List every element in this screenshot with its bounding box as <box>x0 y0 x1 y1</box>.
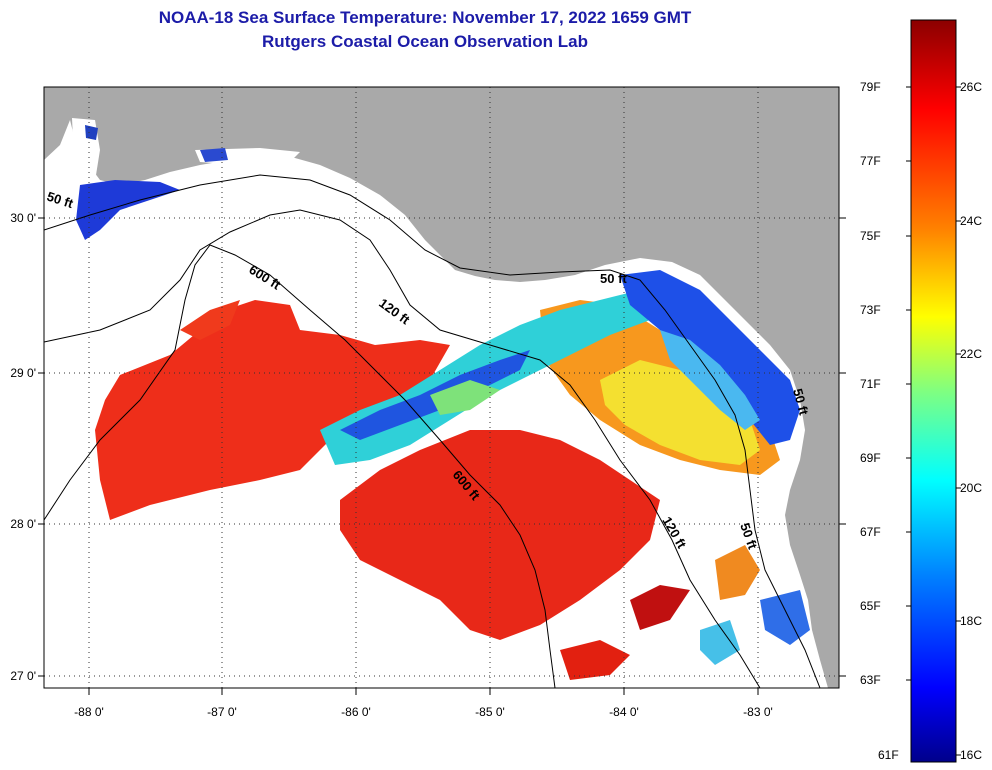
colorbar-f-label: 65F <box>860 599 881 613</box>
lon-label: -86 0' <box>341 705 371 719</box>
colorbar-f-label: 63F <box>860 673 881 687</box>
sst-warm-central <box>340 430 660 640</box>
colorbar-f-label: 69F <box>860 451 881 465</box>
colorbar-c-label: 18C <box>960 614 983 628</box>
colorbar-c-label: 20C <box>960 481 983 495</box>
sst-warm-south <box>560 640 630 680</box>
sst-southeast-blue <box>760 590 810 645</box>
sst-warm-patch <box>630 585 690 630</box>
map-title: NOAA-18 Sea Surface Temperature: Novembe… <box>158 8 692 27</box>
colorbar <box>910 19 957 763</box>
sst-cyan-bigbend <box>660 330 760 430</box>
map-frame <box>43 86 840 689</box>
lat-label: 30 0' <box>10 211 36 225</box>
colorbar-f-label: 61F <box>878 748 899 762</box>
lat-label: 28 0' <box>10 517 36 531</box>
colorbar-f-label: 75F <box>860 229 881 243</box>
contour-50ft <box>44 174 821 688</box>
sst-cold-bay2 <box>200 148 228 162</box>
sst-southeast-orange <box>715 545 760 600</box>
map-subtitle: Rutgers Coastal Ocean Observation Lab <box>262 32 588 51</box>
sst-cold-mobile <box>76 180 180 240</box>
lat-label: 27 0' <box>10 669 36 683</box>
sst-green-patch <box>430 380 500 415</box>
sst-yellow-band <box>600 360 760 465</box>
land-mass <box>44 87 839 688</box>
colorbar-c-label: 24C <box>960 214 983 228</box>
lon-label: -84 0' <box>609 705 639 719</box>
contour-label: 50 ft <box>790 387 812 417</box>
colorbar-c-label: 16C <box>960 748 983 762</box>
lat-label: 29 0' <box>10 366 36 380</box>
lon-label: -85 0' <box>475 705 505 719</box>
lon-label: -83 0' <box>743 705 773 719</box>
colorbar-f-label: 71F <box>860 377 881 391</box>
lon-label: -87 0' <box>207 705 237 719</box>
colorbar-c-label: 26C <box>960 80 983 94</box>
sst-southeast-cyan <box>700 620 740 665</box>
colorbar-f-label: 67F <box>860 525 881 539</box>
lon-label: -88 0' <box>74 705 104 719</box>
colorbar-f-label: 73F <box>860 303 881 317</box>
colorbar-f-label: 79F <box>860 80 881 94</box>
contour-label: 50 ft <box>600 271 627 286</box>
colorbar-f-label: 77F <box>860 154 881 168</box>
sst-warm-southwest <box>180 300 240 340</box>
contour-600ft <box>44 244 556 688</box>
contour-120ft <box>44 209 761 688</box>
sst-warm-west <box>95 300 450 520</box>
colorbar-c-label: 22C <box>960 347 983 361</box>
sst-cold-bay <box>85 125 98 140</box>
